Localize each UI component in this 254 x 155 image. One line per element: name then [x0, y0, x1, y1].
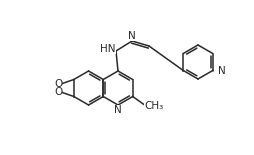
- Text: O: O: [54, 87, 62, 97]
- Text: N: N: [217, 66, 225, 75]
- Text: N: N: [114, 105, 121, 115]
- Text: N: N: [128, 31, 135, 41]
- Text: CH₃: CH₃: [144, 101, 163, 111]
- Text: HN: HN: [100, 44, 115, 54]
- Text: O: O: [54, 79, 62, 89]
